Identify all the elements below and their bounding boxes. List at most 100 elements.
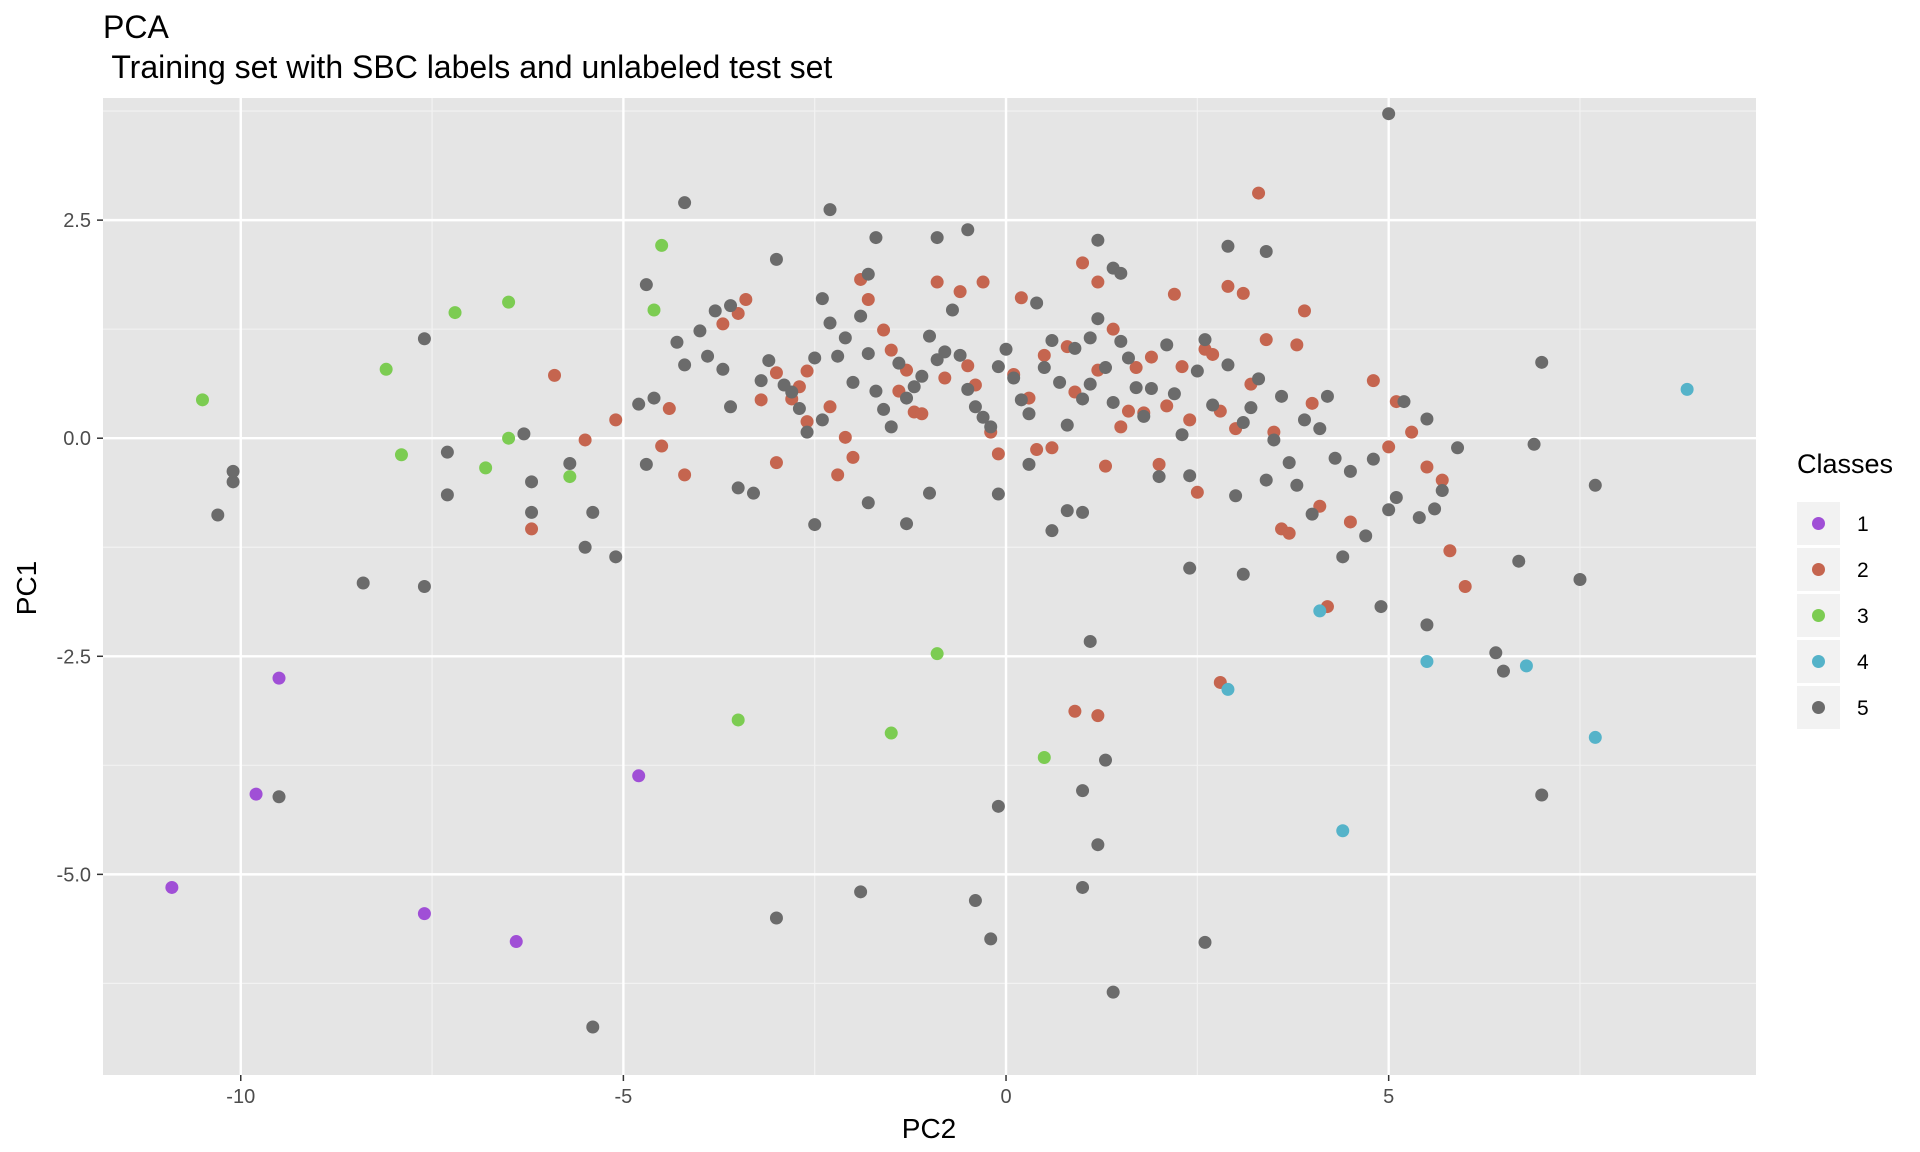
data-point-class-1 <box>509 935 523 949</box>
data-point-class-5 <box>1382 503 1396 517</box>
data-point-class-3 <box>884 726 898 740</box>
data-point-class-5 <box>517 427 531 441</box>
data-point-class-5 <box>861 267 875 281</box>
data-point-class-2 <box>915 407 929 421</box>
data-point-class-1 <box>272 671 286 685</box>
data-point-class-2 <box>953 285 967 299</box>
data-point-class-2 <box>1167 287 1181 301</box>
data-point-class-4 <box>1420 655 1434 669</box>
data-point-class-5 <box>1190 364 1204 378</box>
data-point-class-2 <box>800 364 814 378</box>
data-point-class-2 <box>1405 425 1419 439</box>
data-point-class-5 <box>930 231 944 245</box>
data-point-class-5 <box>984 420 998 434</box>
data-point-class-2 <box>1382 440 1396 454</box>
data-point-class-5 <box>1328 451 1342 465</box>
data-point-class-2 <box>823 400 837 414</box>
data-point-class-5 <box>884 420 898 434</box>
data-point-class-2 <box>1076 256 1090 270</box>
data-point-class-5 <box>1030 296 1044 310</box>
data-point-class-2 <box>1129 361 1143 375</box>
data-point-class-2 <box>1099 459 1113 473</box>
data-point-class-3 <box>195 393 209 407</box>
data-point-class-5 <box>678 196 692 210</box>
data-point-class-5 <box>1060 418 1074 432</box>
data-point-class-5 <box>417 580 431 593</box>
data-point-class-5 <box>854 309 868 323</box>
data-point-class-5 <box>693 324 707 338</box>
data-point-class-5 <box>1573 573 1587 587</box>
data-point-class-5 <box>746 486 760 500</box>
data-point-class-5 <box>1137 409 1151 423</box>
data-point-class-5 <box>1229 489 1243 503</box>
data-point-class-2 <box>1014 291 1028 305</box>
data-point-class-2 <box>930 275 944 289</box>
data-point-class-2 <box>716 317 730 331</box>
legend-label-2: 2 <box>1857 559 1869 582</box>
data-point-class-5 <box>1252 372 1266 386</box>
data-point-class-2 <box>1068 704 1082 718</box>
data-point-class-5 <box>356 576 370 590</box>
data-point-class-5 <box>1099 361 1113 375</box>
data-point-class-2 <box>662 402 676 416</box>
data-point-class-3 <box>502 431 516 445</box>
data-point-class-5 <box>647 391 661 405</box>
y-tick-label: -2.5 <box>57 646 91 668</box>
data-point-class-2 <box>1305 396 1319 410</box>
data-point-class-5 <box>586 505 600 519</box>
data-point-class-2 <box>1091 275 1105 289</box>
data-point-class-5 <box>670 335 684 349</box>
data-point-class-5 <box>1183 469 1197 483</box>
data-point-class-2 <box>578 433 592 447</box>
data-point-class-3 <box>731 713 745 727</box>
data-point-class-2 <box>1152 457 1166 471</box>
data-point-class-5 <box>1152 470 1166 484</box>
data-point-class-2 <box>1121 404 1135 418</box>
data-point-class-5 <box>1083 634 1097 648</box>
data-point-class-5 <box>792 402 806 416</box>
data-point-class-5 <box>815 413 829 427</box>
x-axis-title: PC2 <box>902 1113 956 1144</box>
data-point-class-5 <box>869 384 883 398</box>
data-point-class-5 <box>869 231 883 245</box>
data-point-class-1 <box>632 769 646 783</box>
data-point-class-4 <box>1588 730 1602 744</box>
data-point-class-5 <box>923 486 936 500</box>
data-point-class-5 <box>854 885 868 899</box>
data-point-class-5 <box>1114 334 1128 348</box>
data-point-class-5 <box>678 358 692 372</box>
data-point-class-5 <box>1183 561 1197 575</box>
data-point-class-2 <box>1290 338 1304 352</box>
x-tick-label: 0 <box>1000 1086 1011 1108</box>
data-point-class-5 <box>1359 529 1373 543</box>
legend-swatch-2 <box>1812 563 1825 576</box>
legend-swatch-1 <box>1812 517 1825 530</box>
data-point-class-5 <box>1244 401 1258 415</box>
chart-subtitle: Training set with SBC labels and unlabel… <box>103 49 832 85</box>
data-point-class-5 <box>1083 331 1097 345</box>
data-point-class-4 <box>1313 604 1327 618</box>
data-point-class-2 <box>1420 460 1434 474</box>
y-axis-title: PC1 <box>11 561 42 615</box>
data-point-class-5 <box>731 481 745 495</box>
data-point-class-5 <box>563 457 577 471</box>
data-point-class-5 <box>1588 478 1602 492</box>
data-point-class-2 <box>1252 186 1266 200</box>
data-point-class-2 <box>655 439 669 453</box>
data-point-class-2 <box>1091 709 1105 723</box>
data-point-class-5 <box>701 349 715 363</box>
data-point-class-5 <box>724 299 738 313</box>
data-point-class-5 <box>808 518 822 532</box>
legend-title: Classes <box>1797 449 1893 479</box>
data-point-class-4 <box>1336 824 1350 838</box>
data-point-class-5 <box>1045 334 1059 348</box>
data-point-class-5 <box>1412 511 1426 525</box>
data-point-class-5 <box>1022 407 1036 421</box>
data-point-class-5 <box>1060 504 1074 518</box>
data-point-class-5 <box>226 475 240 489</box>
data-point-class-5 <box>1144 381 1158 395</box>
data-point-class-5 <box>1290 478 1304 492</box>
data-point-class-3 <box>502 295 516 309</box>
data-point-class-5 <box>823 203 837 217</box>
